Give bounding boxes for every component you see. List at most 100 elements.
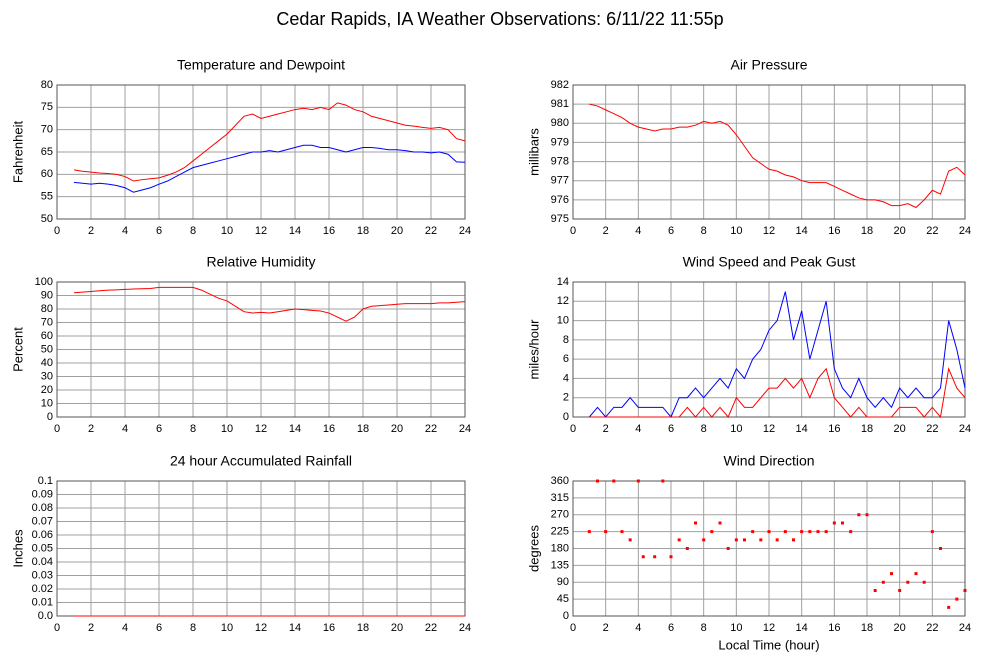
y-tick-label: 982 xyxy=(551,79,569,91)
y-tick-label: 980 xyxy=(551,117,569,129)
y-tick-label: 135 xyxy=(551,559,569,571)
x-tick-label: 24 xyxy=(459,622,471,634)
x-tick-label: 14 xyxy=(289,622,301,634)
data-point xyxy=(710,530,714,534)
data-point xyxy=(775,538,779,542)
x-tick-label: 24 xyxy=(959,225,971,237)
x-tick-label: 2 xyxy=(88,225,94,237)
data-point xyxy=(661,479,665,483)
y-tick-label: 0 xyxy=(563,610,569,622)
x-tick-label: 12 xyxy=(763,225,775,237)
y-tick-label: 4 xyxy=(563,372,569,384)
y-tick-label: 55 xyxy=(41,191,53,203)
data-point xyxy=(832,521,836,525)
data-point xyxy=(596,479,599,483)
y-tick-label: 315 xyxy=(551,492,569,504)
x-tick-label: 6 xyxy=(668,423,674,435)
x-tick-label: 18 xyxy=(357,225,369,237)
x-tick-label: 6 xyxy=(156,225,162,237)
chart-title: Relative Humidity xyxy=(207,254,316,270)
y-tick-label: 65 xyxy=(41,146,53,158)
x-tick-label: 22 xyxy=(425,622,437,634)
data-point xyxy=(726,547,730,550)
y-tick-label: 0.06 xyxy=(32,529,53,541)
x-tick-label: 16 xyxy=(828,225,840,237)
data-point xyxy=(685,547,689,550)
chart-title: Wind Direction xyxy=(723,453,814,469)
x-tick-label: 14 xyxy=(796,423,808,435)
x-tick-label: 22 xyxy=(425,225,437,237)
data-point xyxy=(702,538,706,542)
y-tick-label: 60 xyxy=(41,168,53,180)
y-tick-label: 0 xyxy=(47,411,53,423)
y-axis-label: Inches xyxy=(10,529,25,568)
x-tick-label: 4 xyxy=(635,225,641,237)
y-tick-label: 70 xyxy=(41,124,53,136)
x-tick-label: 16 xyxy=(323,225,335,237)
x-tick-label: 2 xyxy=(88,622,94,634)
x-tick-label: 8 xyxy=(701,225,707,237)
y-axis-label: millibars xyxy=(526,128,541,176)
data-point xyxy=(849,530,853,534)
x-tick-label: 18 xyxy=(861,423,873,435)
y-tick-label: 90 xyxy=(557,576,569,588)
y-tick-label: 40 xyxy=(41,357,53,369)
y-tick-label: 975 xyxy=(551,213,569,225)
x-tick-label: 10 xyxy=(221,423,233,435)
plot-frame xyxy=(56,281,466,418)
data-line xyxy=(73,102,466,182)
x-tick-label: 16 xyxy=(828,622,840,634)
data-line xyxy=(589,103,966,209)
x-tick-label: 22 xyxy=(926,622,938,634)
y-tick-label: 0.03 xyxy=(32,569,53,581)
x-tick-label: 24 xyxy=(959,423,971,435)
data-point xyxy=(620,530,624,534)
x-tick-label: 6 xyxy=(668,622,674,634)
x-tick-label: 6 xyxy=(156,622,162,634)
y-tick-label: 60 xyxy=(41,330,53,342)
x-tick-label: 20 xyxy=(391,423,403,435)
data-point xyxy=(636,479,640,483)
data-point xyxy=(641,555,645,559)
y-tick-label: 977 xyxy=(551,175,569,187)
chart-title: Temperature and Dewpoint xyxy=(177,57,345,73)
x-tick-label: 4 xyxy=(122,225,128,237)
data-point xyxy=(890,572,893,576)
x-tick-label: 2 xyxy=(603,423,609,435)
chart-title: Wind Speed and Peak Gust xyxy=(683,254,856,270)
x-tick-label: 6 xyxy=(156,423,162,435)
data-point xyxy=(751,530,755,534)
x-tick-label: 20 xyxy=(391,622,403,634)
x-tick-label: 12 xyxy=(255,622,267,634)
data-line xyxy=(73,144,466,193)
y-tick-label: 8 xyxy=(563,334,569,346)
x-tick-label: 4 xyxy=(122,622,128,634)
y-tick-label: 10 xyxy=(41,397,53,409)
y-tick-label: 12 xyxy=(557,295,569,307)
data-line xyxy=(589,367,966,419)
y-tick-label: 70 xyxy=(41,316,53,328)
x-tick-label: 4 xyxy=(635,622,641,634)
y-tick-label: 90 xyxy=(41,289,53,301)
y-tick-label: 0.09 xyxy=(32,488,53,500)
x-tick-label: 8 xyxy=(701,622,707,634)
y-axis-label: Fahrenheit xyxy=(10,121,25,184)
x-tick-label: 22 xyxy=(926,225,938,237)
y-tick-label: 180 xyxy=(551,542,569,554)
y-tick-label: 20 xyxy=(41,384,53,396)
data-point xyxy=(808,530,812,534)
data-point xyxy=(816,530,820,534)
x-tick-label: 20 xyxy=(894,622,906,634)
x-tick-label: 8 xyxy=(190,622,196,634)
data-point xyxy=(922,580,926,584)
y-axis-label: Percent xyxy=(10,327,25,372)
x-tick-label: 8 xyxy=(701,423,707,435)
y-tick-label: 14 xyxy=(557,276,569,288)
data-point xyxy=(914,572,918,576)
x-tick-label: 8 xyxy=(190,423,196,435)
x-tick-label: 14 xyxy=(289,225,301,237)
x-tick-label: 16 xyxy=(323,622,335,634)
plot-frame xyxy=(572,281,966,418)
data-point xyxy=(628,538,632,542)
